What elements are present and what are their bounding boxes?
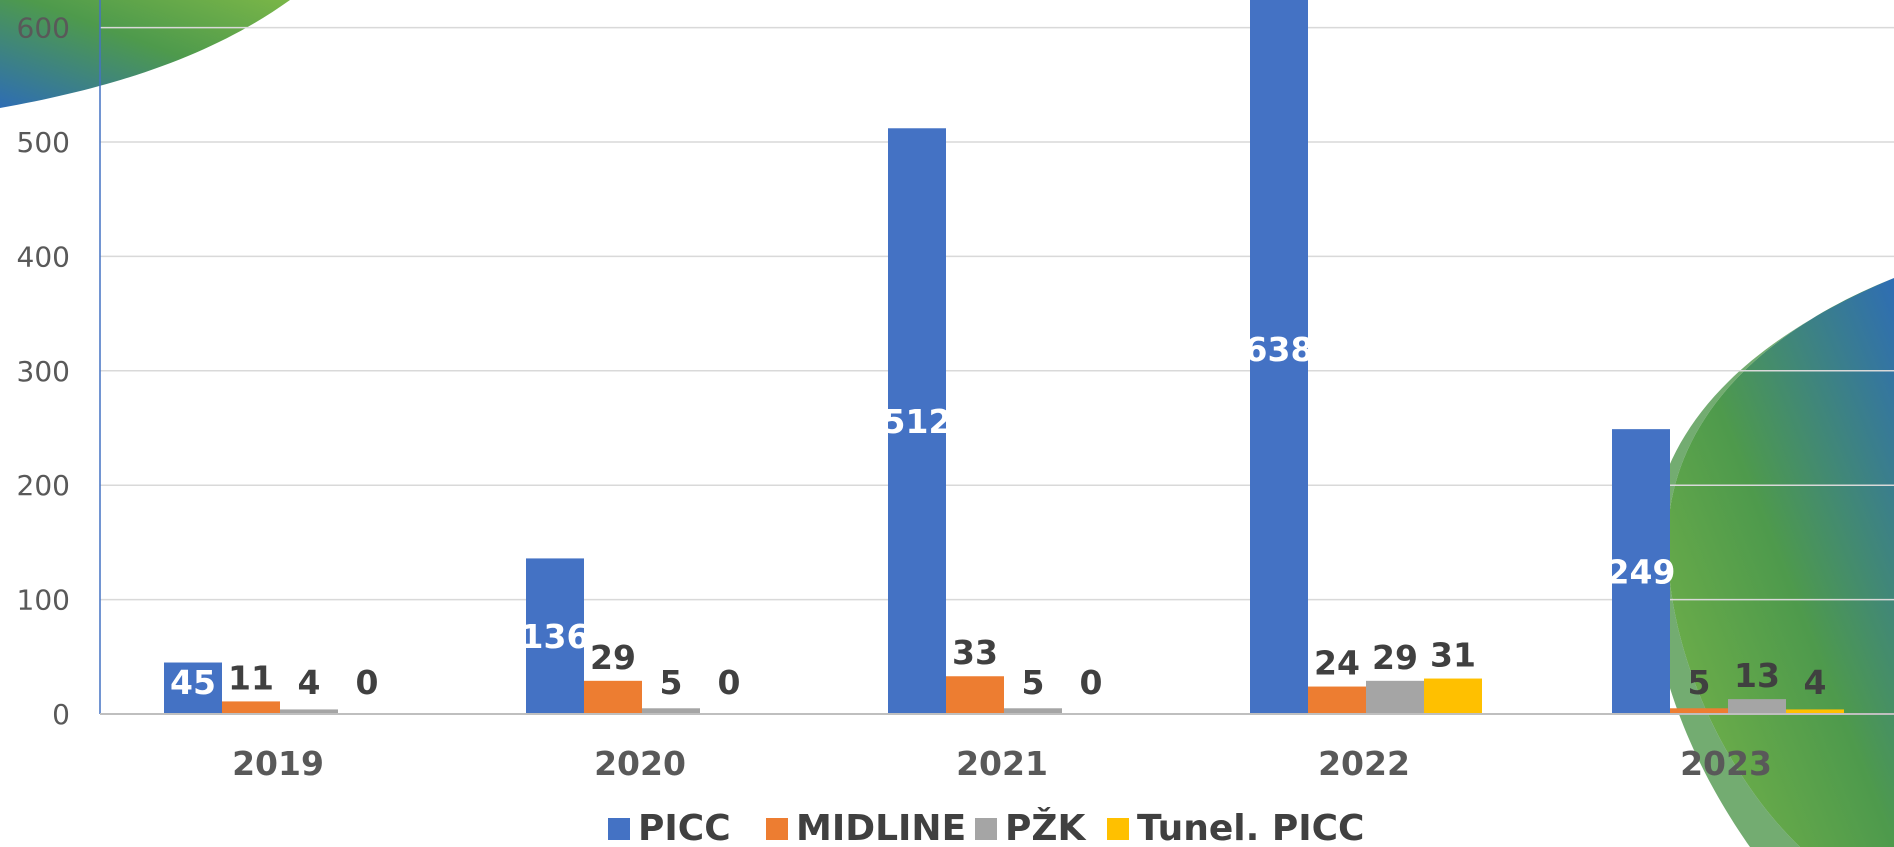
- data-label: 0: [356, 663, 379, 702]
- bars: [164, 0, 1844, 715]
- x-category-label: 2023: [1680, 744, 1772, 783]
- category-labels: 2019 2020 2021 2022 2023: [232, 744, 1772, 783]
- data-label: 11: [228, 658, 274, 697]
- data-label: 249: [1607, 553, 1676, 592]
- x-category-label: 2022: [1318, 744, 1410, 783]
- y-tick-label: 300: [17, 355, 70, 388]
- data-label: 33: [952, 633, 998, 672]
- data-label: 638: [1245, 330, 1314, 369]
- bar-midline-2022: [1308, 686, 1366, 714]
- bar-picc-2021: [888, 128, 946, 715]
- legend-label: MIDLINE: [796, 808, 966, 847]
- bar-picc-2019: [164, 662, 222, 714]
- legend-label: Tunel. PICC: [1137, 808, 1364, 847]
- data-label: 0: [1080, 663, 1103, 702]
- bar-midline-2020: [584, 680, 642, 714]
- bar-p-k-2020: [642, 708, 700, 714]
- data-label: 4: [1804, 663, 1827, 702]
- y-tick-label: 600: [17, 12, 70, 45]
- data-label: 0: [718, 663, 741, 702]
- legend: PICC MIDLINE PŽK Tunel. PICC: [608, 807, 1364, 847]
- bar-p-k-2021: [1004, 708, 1062, 714]
- bar-p-k-2022: [1366, 680, 1424, 714]
- legend-swatch: [975, 818, 997, 840]
- bar-tunel-picc-2023: [1786, 709, 1844, 714]
- data-label: 5: [1022, 663, 1045, 702]
- x-category-label: 2021: [956, 744, 1048, 783]
- y-tick-label: 400: [17, 240, 70, 273]
- data-label: 5: [660, 663, 683, 702]
- gridlines: [100, 26, 1894, 601]
- decorative-swoosh-bottom-right: [1667, 278, 1894, 847]
- data-label: 29: [590, 638, 636, 677]
- y-tick-label: 500: [17, 126, 70, 159]
- data-label: 4: [298, 663, 321, 702]
- bar-midline-2021: [946, 676, 1004, 714]
- y-tick-label: 200: [17, 469, 70, 502]
- legend-swatch: [766, 818, 788, 840]
- data-label: 13: [1734, 656, 1780, 695]
- data-label: 512: [883, 402, 952, 441]
- y-axis-ticks: 0 100 200 300 400 500 600: [17, 12, 70, 731]
- legend-swatch: [1107, 818, 1129, 840]
- y-tick-label: 100: [17, 584, 70, 617]
- bar-p-k-2023: [1728, 699, 1786, 714]
- bar-picc-2022: [1250, 0, 1308, 715]
- data-label: 45: [170, 663, 216, 702]
- legend-label: PŽK: [1005, 807, 1086, 847]
- data-label: 24: [1314, 644, 1360, 683]
- data-label: 29: [1372, 638, 1418, 677]
- data-label: 136: [521, 617, 590, 656]
- bar-tunel-picc-2022: [1424, 678, 1482, 714]
- bar-picc-2020: [526, 558, 584, 714]
- y-tick-label: 0: [52, 698, 70, 731]
- bar-p-k-2019: [280, 709, 338, 714]
- bar-midline-2023: [1670, 708, 1728, 714]
- x-category-label: 2019: [232, 744, 324, 783]
- legend-swatch: [608, 818, 630, 840]
- bar-picc-2023: [1612, 429, 1670, 714]
- legend-label: PICC: [638, 808, 731, 847]
- bar-midline-2019: [222, 701, 280, 714]
- x-category-label: 2020: [594, 744, 686, 783]
- data-label: 5: [1688, 663, 1711, 702]
- data-label: 31: [1430, 636, 1476, 675]
